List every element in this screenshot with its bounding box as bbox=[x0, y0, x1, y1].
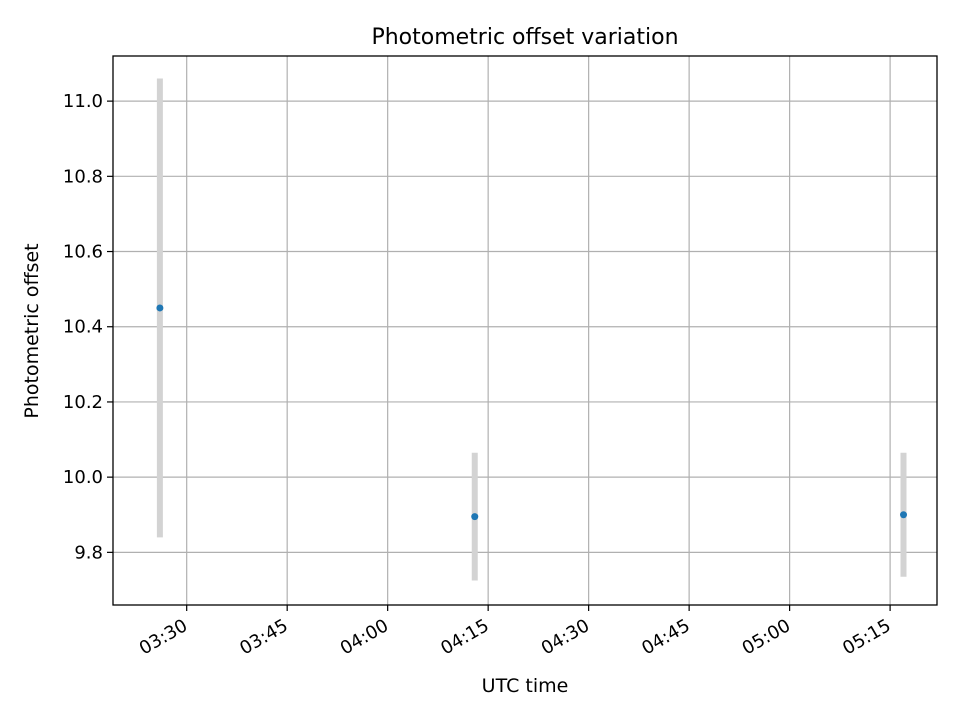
x-tick-label: 03:45 bbox=[236, 615, 291, 659]
x-tick-label: 04:30 bbox=[538, 615, 593, 659]
plot-frame bbox=[112, 55, 938, 606]
x-tick-label: 05:00 bbox=[739, 615, 794, 659]
y-axis: 9.8 10.0 10.2 10.4 10.6 10.8 11.0 bbox=[63, 91, 113, 563]
data-points bbox=[156, 304, 908, 521]
y-tick-label: 10.0 bbox=[63, 467, 103, 488]
y-tick-label: 10.2 bbox=[63, 392, 103, 413]
x-axis-label: UTC time bbox=[482, 675, 569, 697]
chart-title: Photometric offset variation bbox=[371, 25, 678, 50]
y-tick-label: 10.8 bbox=[63, 166, 103, 187]
x-tick-label: 04:00 bbox=[337, 615, 392, 659]
x-tick-label: 03:30 bbox=[136, 615, 191, 659]
x-tick-label: 04:15 bbox=[437, 615, 492, 659]
y-tick-label: 9.8 bbox=[74, 542, 103, 563]
y-tick-label: 10.4 bbox=[63, 317, 103, 338]
x-tick-label: 04:45 bbox=[638, 615, 693, 659]
grid bbox=[113, 56, 937, 605]
y-tick-label: 11.0 bbox=[63, 91, 103, 112]
x-tick-label: 05:15 bbox=[839, 615, 894, 659]
error-bars bbox=[156, 78, 907, 581]
data-point bbox=[471, 513, 479, 521]
x-axis: 03:30 03:45 04:00 04:15 04:30 04:45 05:00 05:15 bbox=[136, 605, 895, 659]
y-axis-label: Photometric offset bbox=[21, 243, 43, 418]
y-tick-label: 10.6 bbox=[63, 242, 103, 263]
data-point bbox=[156, 304, 164, 312]
data-point bbox=[900, 511, 908, 519]
